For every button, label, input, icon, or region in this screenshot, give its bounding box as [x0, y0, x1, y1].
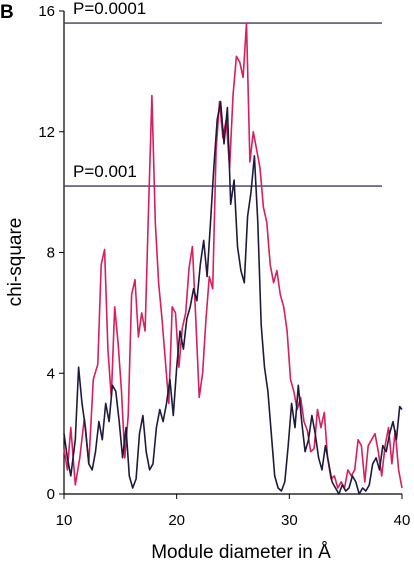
series-line-1 [63, 22, 403, 489]
x-axis-title: Module diameter in Å [151, 542, 331, 563]
x-tick-label: 30 [281, 512, 298, 529]
series-line-2 [63, 100, 403, 495]
y-tick-label: 12 [38, 124, 55, 141]
x-tick-label: 10 [56, 512, 73, 529]
y-tick-label: 4 [47, 365, 55, 382]
x-tick-label: 20 [168, 512, 185, 529]
significance-label: P=0.001 [73, 162, 137, 181]
y-axis-title: chi-square [5, 218, 26, 307]
plot-area: 0 4 8 12 16 10 20 30 40 P=0.0001 P=0.001 [38, 0, 410, 529]
panel-label: B [0, 2, 14, 23]
x-tick-label: 40 [394, 512, 411, 529]
y-tick-label: 0 [47, 486, 55, 503]
y-tick-label: 16 [38, 3, 55, 20]
significance-label: P=0.0001 [73, 0, 146, 18]
y-tick-label: 8 [47, 245, 55, 262]
